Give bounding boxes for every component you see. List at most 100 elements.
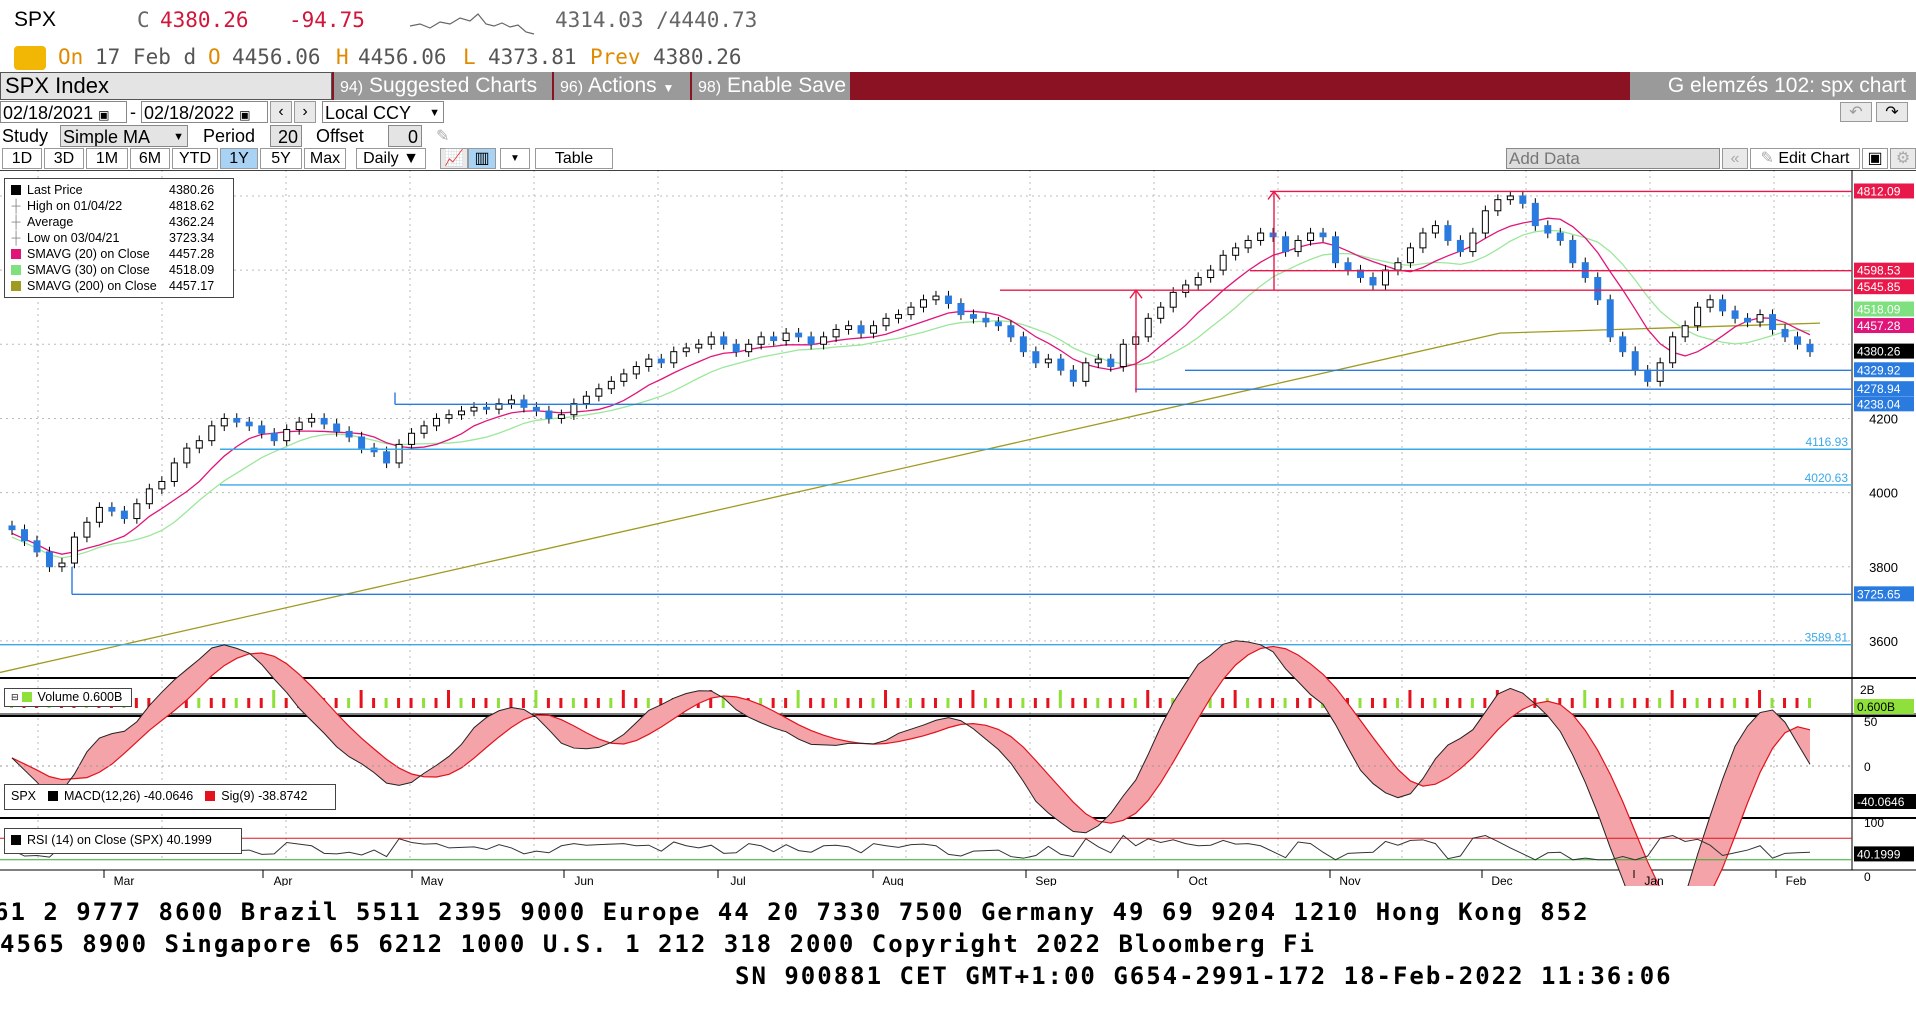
suggested-label: Suggested Charts <box>368 74 538 97</box>
volume-bar <box>646 698 650 708</box>
legend-swatch: ┼ <box>11 231 21 245</box>
chart-name: G elemzés 102: spx chart <box>1667 74 1906 97</box>
range-button-3d[interactable]: 3D <box>44 148 84 169</box>
calendar-icon[interactable]: ▣ <box>239 108 251 122</box>
candle-body <box>795 332 803 338</box>
volume-bar <box>971 690 975 708</box>
range-button-max[interactable]: Max <box>304 148 346 169</box>
range-button-5y[interactable]: 5Y <box>260 148 302 169</box>
prev-period-button[interactable]: ‹ <box>270 101 292 123</box>
candle-body <box>1169 291 1177 308</box>
candle-body <box>845 325 853 330</box>
candle-chart-icon[interactable]: ▥ <box>468 148 496 169</box>
candle-body <box>108 506 116 512</box>
candle-body <box>1207 269 1215 279</box>
price-chart[interactable]: 4200 4000 3800 3600 4812.09 4598.53 4545.85 451… <box>0 170 1916 886</box>
candle-body <box>1631 351 1639 371</box>
volume-bar <box>1458 698 1462 708</box>
volume-bar <box>1695 698 1699 708</box>
line-chart-icon[interactable]: 📈 <box>440 148 468 169</box>
redo-button[interactable]: ↷ <box>1876 102 1908 122</box>
candle-body <box>1769 314 1777 330</box>
volume-bar <box>1433 698 1437 708</box>
candle-body <box>1232 247 1240 256</box>
macd-tick: 0 <box>1864 760 1871 774</box>
gauge-icon[interactable] <box>14 46 46 70</box>
volume-bar <box>559 698 563 708</box>
date-from-input[interactable]: 02/18/2021 ▣ <box>0 101 127 123</box>
x-month-label: Nov <box>1339 874 1360 886</box>
suggested-charts-button[interactable]: 94) Suggested Charts <box>334 72 552 100</box>
candle-body <box>433 417 441 427</box>
volume-bar <box>1108 698 1112 708</box>
enable-num: 98) <box>698 79 722 96</box>
expand-icon[interactable]: ⊟ <box>11 692 19 702</box>
macd-text: MACD(12,26) -40.0646 <box>64 789 194 803</box>
volume-legend-text: Volume 0.600B <box>37 690 123 704</box>
x-month-label: Mar <box>114 874 135 886</box>
enable-save-label: Enable Save <box>726 74 847 97</box>
volume-bar <box>521 698 525 708</box>
chart-settings-icon[interactable]: ▣ <box>1862 148 1888 169</box>
gear-icon[interactable]: ⚙ <box>1890 148 1916 169</box>
candle-body <box>33 540 41 553</box>
actions-button[interactable]: 96) Actions ▼ <box>554 72 690 100</box>
volume-bar <box>909 698 912 708</box>
low-value: 4373.81 <box>488 45 577 69</box>
volume-bar <box>1208 698 1212 708</box>
add-data-input[interactable]: Add Data <box>1506 148 1720 169</box>
actions-label: Actions <box>587 74 657 97</box>
candle-body <box>1119 343 1127 368</box>
range-button-6m[interactable]: 6M <box>130 148 170 169</box>
range-button-ytd[interactable]: YTD <box>172 148 218 169</box>
sma20-line <box>11 217 1811 555</box>
legend-row: ┼ High on 01/04/22 4818.62 <box>5 198 233 214</box>
table-button[interactable]: Table <box>535 148 613 169</box>
candle-body <box>1544 225 1552 234</box>
collapse-icon[interactable]: « <box>1722 148 1748 169</box>
rsi-tick: 100 <box>1864 816 1884 830</box>
chart-type-dropdown[interactable]: ▼ <box>500 148 530 169</box>
x-month-label: May <box>421 874 444 886</box>
range-button-1d[interactable]: 1D <box>2 148 42 169</box>
study-select[interactable]: Simple MA ▼ <box>60 125 188 147</box>
volume-bar <box>1308 698 1312 708</box>
candle-body <box>1057 358 1065 371</box>
volume-bar <box>409 698 413 708</box>
currency-select[interactable]: Local CCY ▼ <box>322 101 444 123</box>
chart-name-field[interactable]: G elemzés 102: spx chart <box>1630 72 1916 100</box>
price-label-box <box>1854 183 1914 199</box>
volume-bar <box>596 698 600 708</box>
edit-chart-button[interactable]: ✎ Edit Chart <box>1750 148 1860 169</box>
level-text: 4020.63 <box>1805 471 1849 485</box>
volume-bar <box>1083 698 1087 708</box>
offset-label: Offset <box>316 126 364 146</box>
volume-bar <box>1008 698 1012 708</box>
candle-body <box>1094 358 1102 364</box>
range-button-1y[interactable]: 1Y <box>220 148 258 169</box>
enable-save-button[interactable]: 98) Enable Save <box>692 72 850 100</box>
undo-button[interactable]: ↶ <box>1840 102 1872 122</box>
candle-body <box>295 421 303 431</box>
security-field[interactable]: SPX Index <box>0 72 332 100</box>
period-input[interactable]: 20 <box>270 125 302 147</box>
sparkline <box>409 12 535 43</box>
pencil-icon[interactable]: ✎ <box>436 128 450 145</box>
next-period-button[interactable]: › <box>294 101 316 123</box>
volume-bar <box>1233 690 1237 708</box>
legend-swatch <box>11 249 21 259</box>
arrow-head <box>1267 190 1281 200</box>
candle-body <box>408 432 416 445</box>
frequency-select[interactable]: Daily ▼ <box>356 148 426 169</box>
candle-body <box>145 488 153 505</box>
rsi-legend: RSI (14) on Close (SPX) 40.1999 <box>4 828 242 854</box>
calendar-icon[interactable]: ▣ <box>98 108 110 122</box>
offset-input[interactable]: 0 <box>388 125 422 147</box>
volume-bar <box>234 698 238 708</box>
date-to-input[interactable]: 02/18/2022 ▣ <box>141 101 268 123</box>
candle-body <box>720 336 728 345</box>
study-row: Study Simple MA ▼ Period 20 Offset 0 ✎ <box>0 124 1916 148</box>
range-button-1m[interactable]: 1M <box>86 148 128 169</box>
candle-body <box>183 447 191 464</box>
x-month-label: Dec <box>1491 874 1512 886</box>
